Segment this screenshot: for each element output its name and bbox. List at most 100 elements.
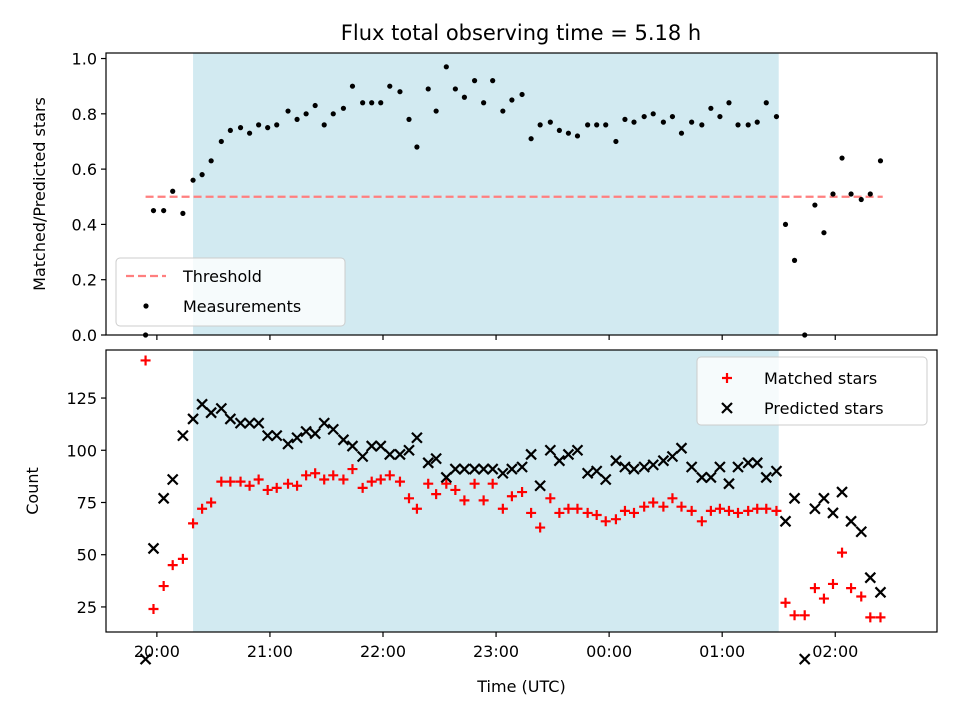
data-point (613, 138, 619, 145)
data-point (158, 581, 169, 592)
data-point (375, 474, 386, 485)
data-point (581, 467, 594, 480)
data-point (760, 471, 773, 484)
data-point (292, 480, 303, 491)
data-point (773, 113, 780, 120)
data-point (554, 507, 565, 518)
legend-measurements-label: Measurements (183, 297, 301, 316)
data-point (148, 604, 159, 615)
data-point (638, 461, 650, 473)
data-point (177, 553, 188, 564)
legend-threshold-label: Threshold (182, 267, 262, 286)
data-point (676, 501, 687, 512)
panel-counts: 25 50 75 100 125 20:00 21:00 22:00 23:00 00:00 01:… (23, 349, 938, 696)
data-point (360, 100, 366, 106)
data-point (139, 653, 152, 665)
data-point (705, 505, 716, 516)
data-point (205, 406, 217, 419)
data-point (660, 119, 666, 125)
data-point (270, 429, 283, 442)
data-point (235, 476, 246, 487)
data-point (328, 470, 339, 481)
data-point (303, 111, 309, 117)
data-point (571, 444, 584, 457)
data-point (433, 108, 439, 114)
data-point (591, 510, 602, 521)
data-point (347, 464, 358, 475)
data-point (509, 97, 515, 103)
data-point (874, 586, 887, 599)
x-tick-label: 00:00 (586, 642, 632, 661)
data-point (631, 119, 637, 125)
data-point (461, 94, 468, 100)
data-point (845, 515, 857, 528)
data-point (246, 130, 253, 136)
data-point (301, 470, 312, 481)
data-point (563, 503, 574, 514)
data-point (723, 505, 734, 516)
legend-matched-label: Matched stars (764, 369, 877, 388)
data-point (378, 100, 384, 106)
data-point (180, 210, 186, 216)
data-point (836, 486, 848, 498)
data-point (227, 127, 233, 134)
data-point (170, 188, 176, 194)
data-point (423, 478, 434, 489)
data-point (516, 461, 528, 473)
data-point (157, 492, 170, 505)
data-point (752, 503, 763, 514)
data-point (590, 465, 603, 477)
data-point (535, 522, 546, 533)
data-point (818, 593, 829, 604)
x-tick-label: 22:00 (360, 642, 406, 661)
data-point (526, 507, 537, 518)
data-point (641, 113, 647, 120)
data-point (506, 491, 517, 502)
series-matched-stars (140, 355, 886, 623)
legend: Matched stars Predicted stars (696, 356, 928, 426)
data-point (487, 478, 498, 489)
data-point (490, 78, 496, 84)
data-point (708, 105, 714, 111)
data-point (261, 429, 274, 442)
data-point (321, 122, 327, 128)
data-point (394, 476, 405, 487)
data-point (582, 507, 593, 518)
data-point (291, 431, 303, 444)
data-point (337, 434, 350, 446)
data-point (369, 100, 375, 106)
data-point (705, 471, 717, 484)
data-point (478, 495, 489, 506)
data-point (224, 413, 237, 425)
data-point (658, 501, 669, 512)
data-point (856, 591, 867, 602)
data-point (779, 515, 792, 528)
data-point (486, 463, 499, 475)
data-point (262, 484, 273, 495)
data-point (357, 482, 368, 493)
data-point (218, 138, 224, 145)
data-point (406, 116, 412, 122)
data-point (763, 100, 769, 106)
data-point (782, 221, 789, 228)
data-point (678, 130, 685, 136)
y-tick-label: 125 (66, 389, 97, 408)
data-point (519, 91, 525, 98)
data-point (780, 597, 791, 608)
data-point (848, 191, 854, 197)
data-point (243, 417, 256, 429)
data-point (600, 516, 611, 527)
legend-measurements-swatch (143, 303, 149, 309)
data-point (735, 122, 741, 128)
data-point (356, 450, 369, 463)
data-point (187, 413, 199, 425)
data-point (830, 191, 836, 197)
legend-matched-swatch (722, 373, 732, 383)
data-point (140, 355, 151, 366)
data-point (648, 497, 659, 508)
data-point (599, 473, 612, 486)
data-point (285, 108, 291, 114)
y-tick-label: 50 (77, 546, 97, 565)
y-tick-label: 0.2 (72, 271, 97, 290)
